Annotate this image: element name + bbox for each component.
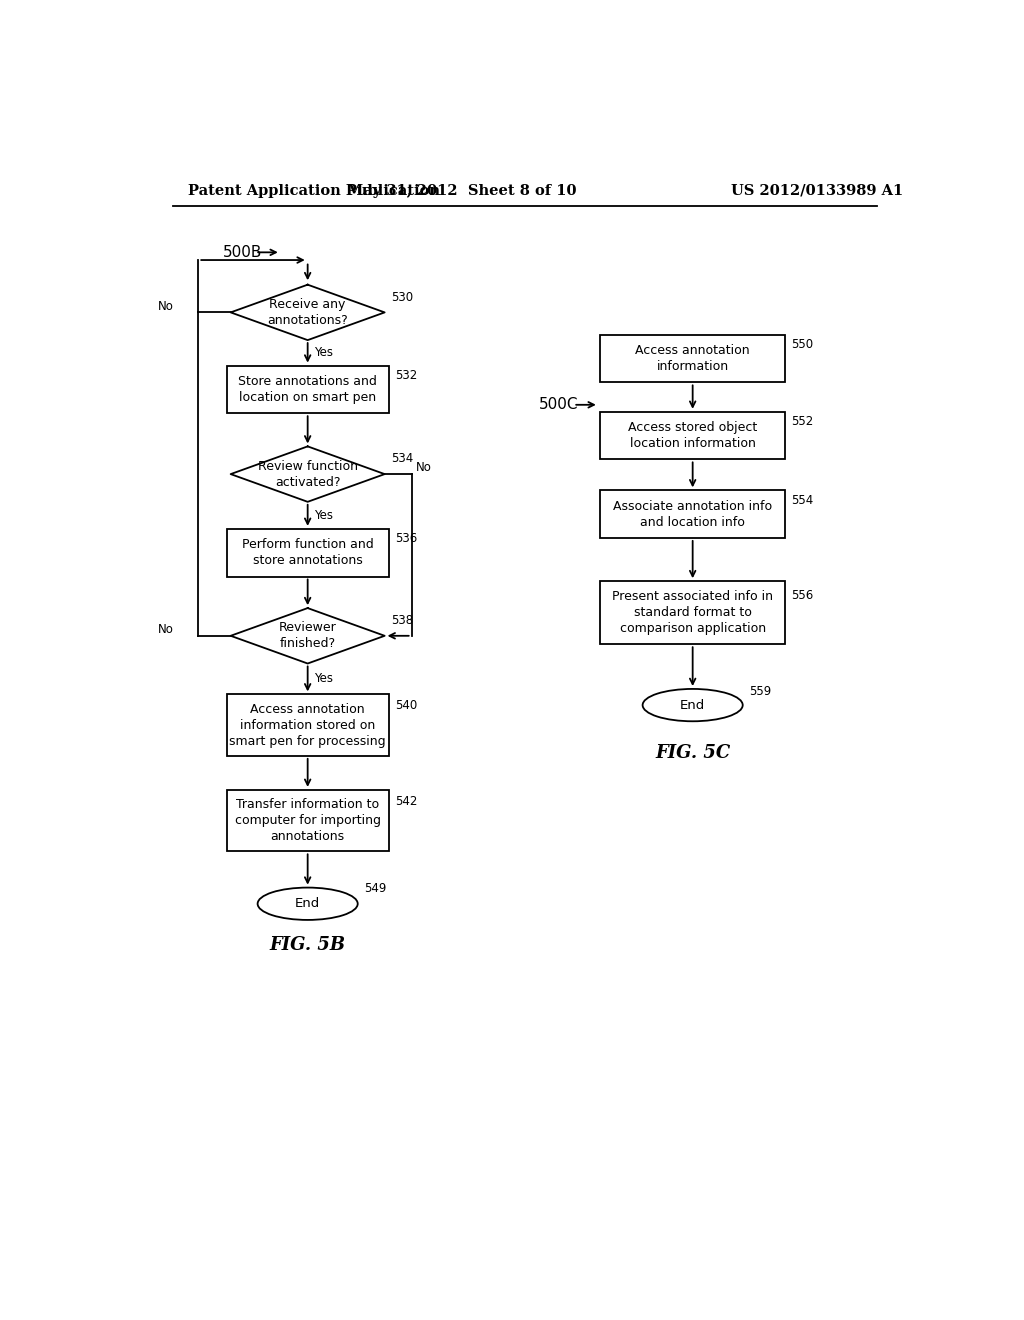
Text: May 31, 2012  Sheet 8 of 10: May 31, 2012 Sheet 8 of 10 bbox=[347, 183, 577, 198]
Text: Reviewer
finished?: Reviewer finished? bbox=[279, 622, 337, 651]
Text: No: No bbox=[158, 623, 174, 636]
Text: 500B: 500B bbox=[223, 244, 262, 260]
Ellipse shape bbox=[643, 689, 742, 721]
Text: Transfer information to
computer for importing
annotations: Transfer information to computer for imp… bbox=[234, 799, 381, 843]
Text: 559: 559 bbox=[749, 685, 771, 698]
Text: 542: 542 bbox=[394, 795, 417, 808]
FancyBboxPatch shape bbox=[226, 366, 388, 413]
Ellipse shape bbox=[258, 887, 357, 920]
FancyBboxPatch shape bbox=[226, 529, 388, 577]
Text: FIG. 5B: FIG. 5B bbox=[269, 936, 346, 954]
Text: 540: 540 bbox=[394, 700, 417, 713]
Text: Present associated info in
standard format to
comparison application: Present associated info in standard form… bbox=[612, 590, 773, 635]
FancyBboxPatch shape bbox=[600, 490, 785, 539]
Text: Yes: Yes bbox=[313, 672, 333, 685]
Text: Associate annotation info
and location info: Associate annotation info and location i… bbox=[613, 500, 772, 528]
Text: US 2012/0133989 A1: US 2012/0133989 A1 bbox=[731, 183, 903, 198]
Text: Patent Application Publication: Patent Application Publication bbox=[188, 183, 440, 198]
FancyBboxPatch shape bbox=[600, 412, 785, 459]
Text: No: No bbox=[158, 300, 174, 313]
Text: 552: 552 bbox=[792, 416, 813, 428]
Text: 530: 530 bbox=[391, 290, 413, 304]
Text: No: No bbox=[416, 462, 432, 474]
Text: 549: 549 bbox=[364, 882, 386, 895]
Text: Yes: Yes bbox=[313, 346, 333, 359]
Text: Access stored object
location information: Access stored object location informatio… bbox=[628, 421, 758, 450]
Text: Access annotation
information stored on
smart pen for processing: Access annotation information stored on … bbox=[229, 702, 386, 747]
Text: End: End bbox=[295, 898, 321, 911]
Polygon shape bbox=[230, 609, 385, 664]
Text: Store annotations and
location on smart pen: Store annotations and location on smart … bbox=[239, 375, 377, 404]
Text: Access annotation
information: Access annotation information bbox=[635, 345, 750, 374]
Text: 554: 554 bbox=[792, 494, 813, 507]
FancyBboxPatch shape bbox=[600, 335, 785, 383]
Text: 550: 550 bbox=[792, 338, 813, 351]
Polygon shape bbox=[230, 446, 385, 502]
Text: 534: 534 bbox=[391, 453, 413, 465]
FancyBboxPatch shape bbox=[226, 789, 388, 851]
FancyBboxPatch shape bbox=[226, 694, 388, 756]
Text: End: End bbox=[680, 698, 706, 711]
Text: 500C: 500C bbox=[539, 397, 579, 412]
Text: Yes: Yes bbox=[313, 508, 333, 521]
Text: FIG. 5C: FIG. 5C bbox=[655, 744, 730, 762]
Text: 556: 556 bbox=[792, 589, 813, 602]
Text: Review function
activated?: Review function activated? bbox=[258, 459, 357, 488]
Text: 538: 538 bbox=[391, 614, 413, 627]
Text: Receive any
annotations?: Receive any annotations? bbox=[267, 298, 348, 327]
FancyBboxPatch shape bbox=[600, 581, 785, 644]
Text: 536: 536 bbox=[394, 532, 417, 545]
Polygon shape bbox=[230, 285, 385, 341]
Text: 532: 532 bbox=[394, 370, 417, 381]
Text: Perform function and
store annotations: Perform function and store annotations bbox=[242, 539, 374, 568]
